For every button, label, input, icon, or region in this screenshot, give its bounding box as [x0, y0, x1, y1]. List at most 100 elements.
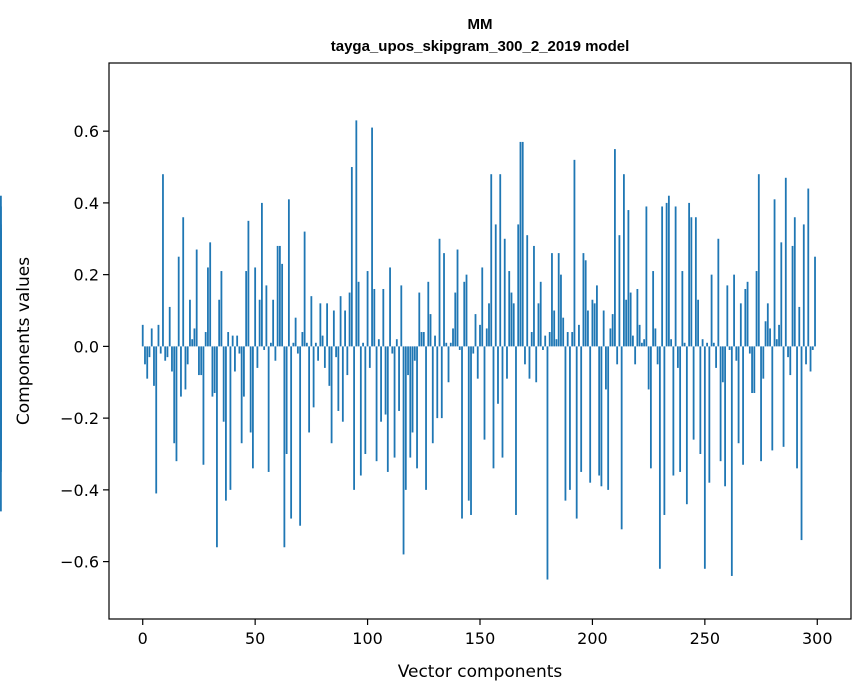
bar-undefined: [0, 346, 2, 368]
bar-8: [159, 346, 162, 354]
bar-299: [814, 256, 816, 347]
bar-4: [150, 328, 153, 347]
bar-87: [337, 346, 340, 411]
bar-41: [234, 346, 236, 372]
bar-205: [602, 310, 605, 347]
bar-254: [712, 342, 715, 347]
bar-246: [694, 217, 697, 347]
bar-54: [263, 346, 266, 350]
bar-31: [211, 346, 214, 397]
bar-116: [402, 346, 405, 555]
x-tick-label: 300: [802, 629, 833, 648]
bar-102: [371, 127, 373, 347]
bar-227: [652, 271, 655, 347]
bar-37: [225, 346, 227, 501]
bar-263: [733, 274, 735, 347]
bar-154: [488, 303, 490, 347]
bar-181: [548, 332, 551, 347]
bar-121: [413, 346, 416, 361]
x-tick-label: 0: [138, 629, 148, 648]
bar-266: [739, 303, 742, 347]
bar-139: [454, 292, 457, 347]
bar-124: [420, 332, 423, 347]
bar-105: [377, 339, 380, 347]
bar-259: [724, 346, 726, 487]
bar-58: [272, 299, 275, 347]
bar-49: [252, 346, 254, 469]
bar-269: [746, 281, 749, 347]
bar-176: [537, 303, 540, 347]
bar-290: [793, 217, 796, 347]
bar-220: [636, 288, 639, 347]
bar-255: [715, 346, 717, 368]
bar-286: [784, 177, 787, 347]
bar-264: [735, 346, 738, 361]
bar-9: [162, 174, 164, 347]
bar-186: [560, 274, 562, 347]
bar-225: [647, 346, 650, 390]
bar-undefined: [0, 260, 2, 347]
bar-234: [667, 195, 670, 347]
bar-48: [249, 346, 252, 433]
bar-59: [274, 346, 277, 361]
bar-258: [721, 346, 724, 383]
bar-65: [287, 199, 290, 347]
bar-115: [400, 285, 403, 347]
bar-86: [335, 346, 337, 358]
bar-97: [359, 346, 362, 476]
bar-158: [497, 346, 499, 404]
bar-146: [470, 346, 472, 515]
bar-99: [364, 346, 367, 454]
bar-272: [753, 346, 756, 394]
bar-149: [476, 346, 479, 379]
bar-179: [544, 335, 547, 347]
bar-89: [341, 346, 344, 422]
bar-80: [321, 335, 324, 347]
bar-163: [508, 271, 511, 347]
bar-44: [240, 346, 243, 444]
bar-120: [411, 346, 414, 433]
bar-180: [546, 346, 549, 580]
bar-189: [566, 332, 569, 347]
bar-236: [672, 346, 675, 476]
bar-107: [382, 288, 385, 347]
bar-26: [200, 346, 203, 376]
bar-206: [605, 346, 607, 390]
y-tick-label: −0.2: [60, 409, 99, 428]
bar-138: [452, 328, 454, 347]
bar-45: [243, 346, 245, 397]
bar-251: [706, 342, 708, 347]
bar-130: [434, 335, 436, 347]
bar-194: [578, 324, 580, 347]
bar-90: [344, 310, 346, 347]
bar-215: [625, 299, 628, 347]
bar-47: [247, 220, 250, 347]
bar-192: [573, 159, 576, 347]
bar-278: [766, 303, 769, 347]
bar-18: [182, 217, 185, 347]
bar-72: [303, 231, 306, 347]
bar-164: [510, 292, 513, 347]
bar-104: [375, 346, 378, 462]
bar-113: [395, 339, 398, 347]
bar-43: [238, 346, 241, 354]
bar-292: [798, 306, 801, 347]
bar-17: [180, 346, 182, 397]
bar-188: [564, 346, 567, 501]
bar-140: [456, 249, 459, 347]
bar-15: [175, 346, 178, 462]
bar-216: [627, 210, 630, 347]
bar-156: [492, 346, 495, 469]
bar-3: [148, 346, 151, 358]
bar-293: [800, 346, 803, 541]
bar-70: [299, 346, 302, 526]
bar-295: [805, 346, 807, 365]
bar-112: [393, 346, 396, 458]
bar-249: [701, 339, 704, 347]
bar-21: [189, 299, 191, 347]
bar-219: [634, 346, 637, 365]
bar-285: [782, 346, 785, 447]
bar-239: [679, 346, 682, 472]
bar-260: [726, 285, 729, 347]
bar-32: [213, 346, 216, 394]
